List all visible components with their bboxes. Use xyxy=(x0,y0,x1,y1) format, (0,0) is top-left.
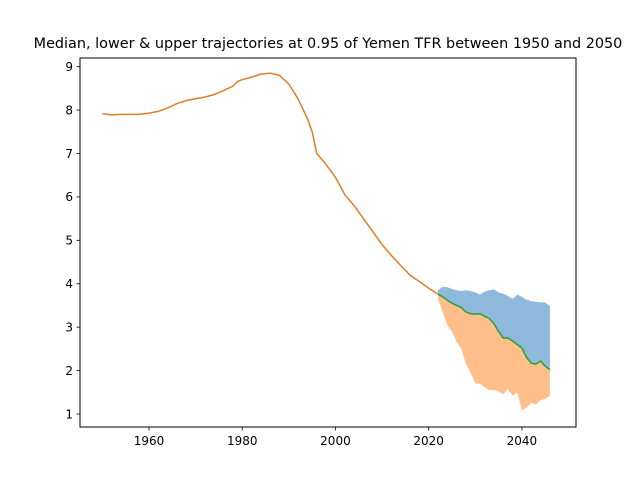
x-axis: 1960 1980 2000 2020 2040 xyxy=(134,427,537,448)
y-tick-label: 3 xyxy=(65,320,73,334)
y-tick-label: 8 xyxy=(65,103,73,117)
y-axis: 1 2 3 4 5 6 7 8 9 xyxy=(65,60,80,421)
y-tick-label: 1 xyxy=(65,407,73,421)
x-tick-label: 2000 xyxy=(320,434,351,448)
x-tick-label: 1960 xyxy=(134,434,165,448)
axes-frame xyxy=(79,57,577,428)
y-tick-label: 4 xyxy=(65,277,73,291)
lower-band xyxy=(438,294,550,411)
y-tick-label: 9 xyxy=(65,60,73,74)
y-tick-label: 5 xyxy=(65,234,73,248)
median-line xyxy=(437,293,551,371)
y-tick-label: 6 xyxy=(65,190,73,204)
y-tick-label: 2 xyxy=(65,364,73,378)
plot-area xyxy=(102,72,551,411)
x-tick-label: 2020 xyxy=(413,434,444,448)
history-line xyxy=(102,72,439,295)
upper-band xyxy=(438,286,550,370)
chart-title: Median, lower & upper trajectories at 0.… xyxy=(34,36,623,52)
x-tick-label: 1980 xyxy=(227,434,258,448)
x-tick-label: 2040 xyxy=(507,434,538,448)
y-tick-label: 7 xyxy=(65,147,73,161)
